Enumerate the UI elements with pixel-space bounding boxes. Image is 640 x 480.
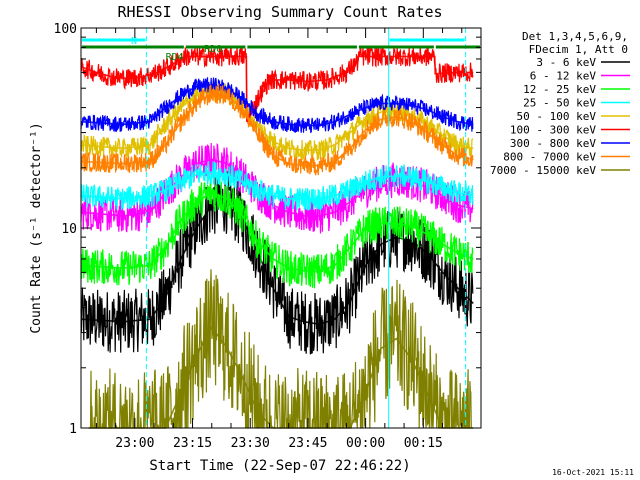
y-axis-label: Count Rate (s⁻¹ detector⁻¹) — [29, 122, 44, 333]
legend-entry-4: 50 - 100 keV — [517, 110, 597, 123]
footer-timestamp: 16-Oct-2021 15:11 — [552, 468, 634, 477]
series-line-5 — [80, 55, 474, 123]
series-trace-7 — [80, 82, 474, 176]
series-line-7 — [80, 92, 474, 167]
legend-entry-2: 12 - 25 keV — [523, 83, 596, 96]
x-tick-label-1: 23:15 — [173, 436, 212, 451]
series-line-3 — [80, 171, 474, 200]
x-axis-label: Start Time (22-Sep-07 22:46:22) — [149, 458, 410, 474]
state-label-0: N — [131, 36, 137, 47]
legend-entry-8: 7000 - 15000 keV — [490, 164, 596, 177]
series-line-6 — [80, 83, 474, 127]
state-label-1: RD0 — [204, 44, 222, 55]
legend-entry-1: 6 - 12 keV — [530, 70, 597, 83]
legend-entry-3: 25 - 50 keV — [523, 97, 596, 110]
axis-layer: 23:00 23:15 23:30 23:45 00:00 00:15 1 10 100 — [54, 22, 481, 451]
series-trace-4 — [80, 81, 474, 161]
y-tick-label-2: 100 — [54, 22, 77, 37]
chart-title: RHESSI Observing Summary Count Rates — [117, 3, 442, 21]
y-tick-label-0: 1 — [69, 422, 77, 437]
x-tick-label-5: 00:15 — [404, 436, 443, 451]
x-tick-label-0: 23:00 — [115, 436, 154, 451]
series-line-0 — [80, 201, 474, 326]
x-tick-label-2: 23:30 — [231, 436, 270, 451]
legend-entry-6: 300 - 800 keV — [510, 137, 596, 150]
series-7 — [80, 82, 474, 176]
legend-entry-5: 100 - 300 keV — [510, 124, 596, 137]
x-tick-label-3: 23:45 — [288, 436, 327, 451]
legend: Det 1,3,4,5,6,9,FDecim 1, Att 03 - 6 keV… — [490, 30, 630, 177]
state-label-2: RD4 — [166, 52, 184, 63]
legend-header-1: FDecim 1, Att 0 — [529, 43, 628, 56]
legend-entry-7: 800 - 7000 keV — [503, 151, 596, 164]
series-line-2 — [80, 191, 474, 272]
legend-header-0: Det 1,3,4,5,6,9, — [522, 30, 628, 43]
y-tick-label-1: 10 — [61, 222, 77, 237]
x-tick-label-4: 00:00 — [346, 436, 385, 451]
legend-entry-0: 3 - 6 keV — [536, 56, 596, 69]
